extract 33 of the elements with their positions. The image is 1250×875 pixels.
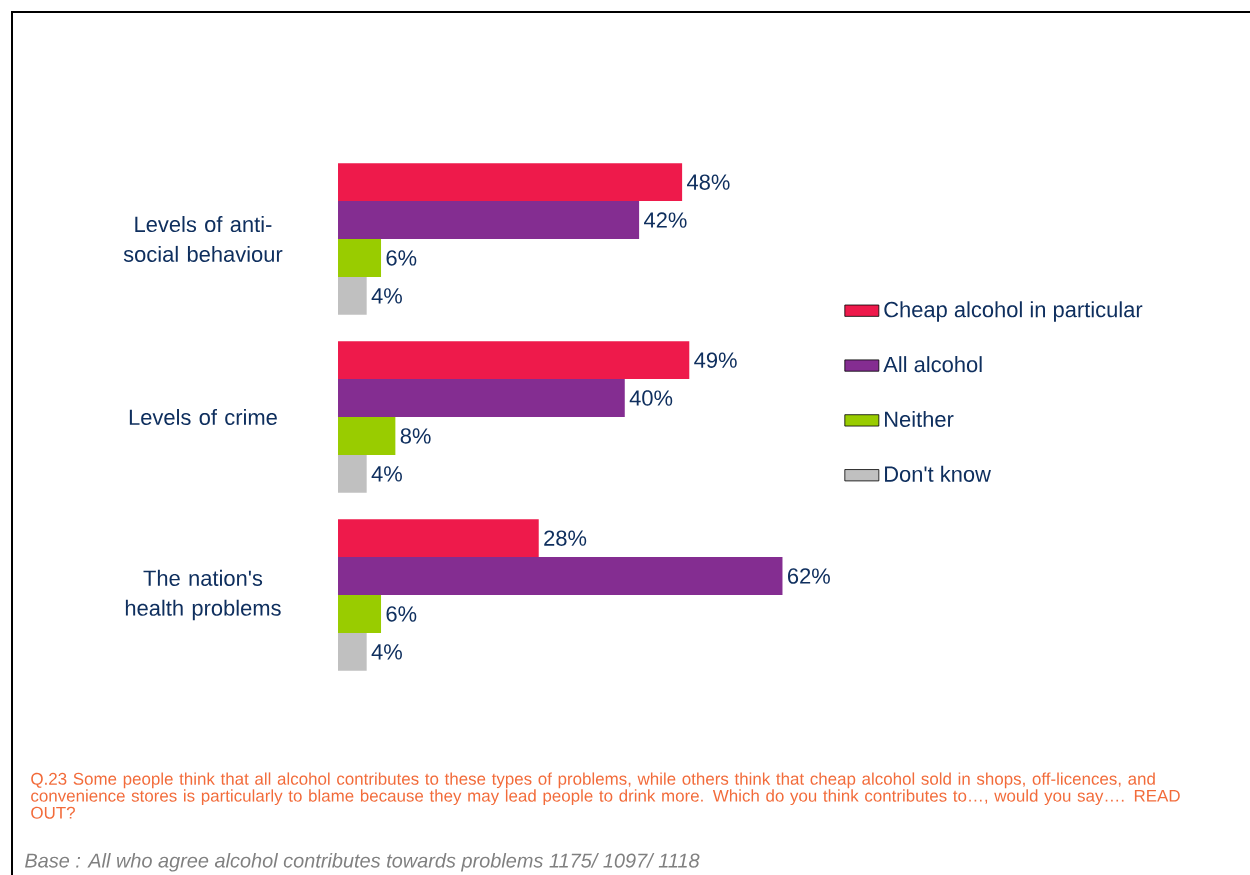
bar — [338, 201, 640, 239]
data-label: 8% — [400, 428, 431, 444]
y-tick-label: Levels of crime — [129, 408, 277, 426]
bar — [338, 276, 367, 315]
text: Q.23 Some people think that all alcohol contributes to these types of problems, while others think that cheap alcohol sold in shops, off-licences, and convenience stores is particularly to blame because they may lead people to drink more. Which do you think contributes to…, would you say…. READ OUT? — [31, 772, 1180, 819]
data-label: 4% — [371, 466, 402, 482]
data-label: 6% — [386, 250, 417, 266]
legend-label: All alcohol — [883, 356, 982, 373]
bar — [338, 238, 382, 277]
bar — [338, 416, 396, 455]
data-label: 48% — [687, 174, 730, 190]
bar — [338, 557, 783, 595]
legend-label: Cheap alcohol in particular — [884, 301, 1143, 322]
legend-label: Neither — [885, 410, 954, 428]
bar — [338, 632, 367, 671]
y-tick-label: Levels of anti-social behaviour — [123, 216, 283, 262]
data-label: 4% — [371, 644, 402, 660]
legend-label: Don't know — [885, 465, 991, 482]
data-label: 6% — [386, 606, 417, 622]
y-tick-label: The nation's health problems — [125, 569, 281, 621]
bar — [338, 341, 690, 380]
bar — [338, 163, 683, 202]
bar — [338, 454, 367, 493]
data-label: 49% — [694, 352, 737, 368]
bar — [338, 519, 539, 558]
text: Base : All who agree alcohol contributes towards problems 1175/ 1097/ 1118 — [25, 853, 700, 872]
data-label: 62% — [788, 568, 830, 584]
data-label: 4% — [371, 288, 402, 304]
data-label: 28% — [544, 530, 587, 546]
data-label: 42% — [644, 212, 687, 228]
bar — [338, 379, 625, 417]
data-label: 40% — [629, 390, 673, 406]
bar — [338, 595, 382, 633]
